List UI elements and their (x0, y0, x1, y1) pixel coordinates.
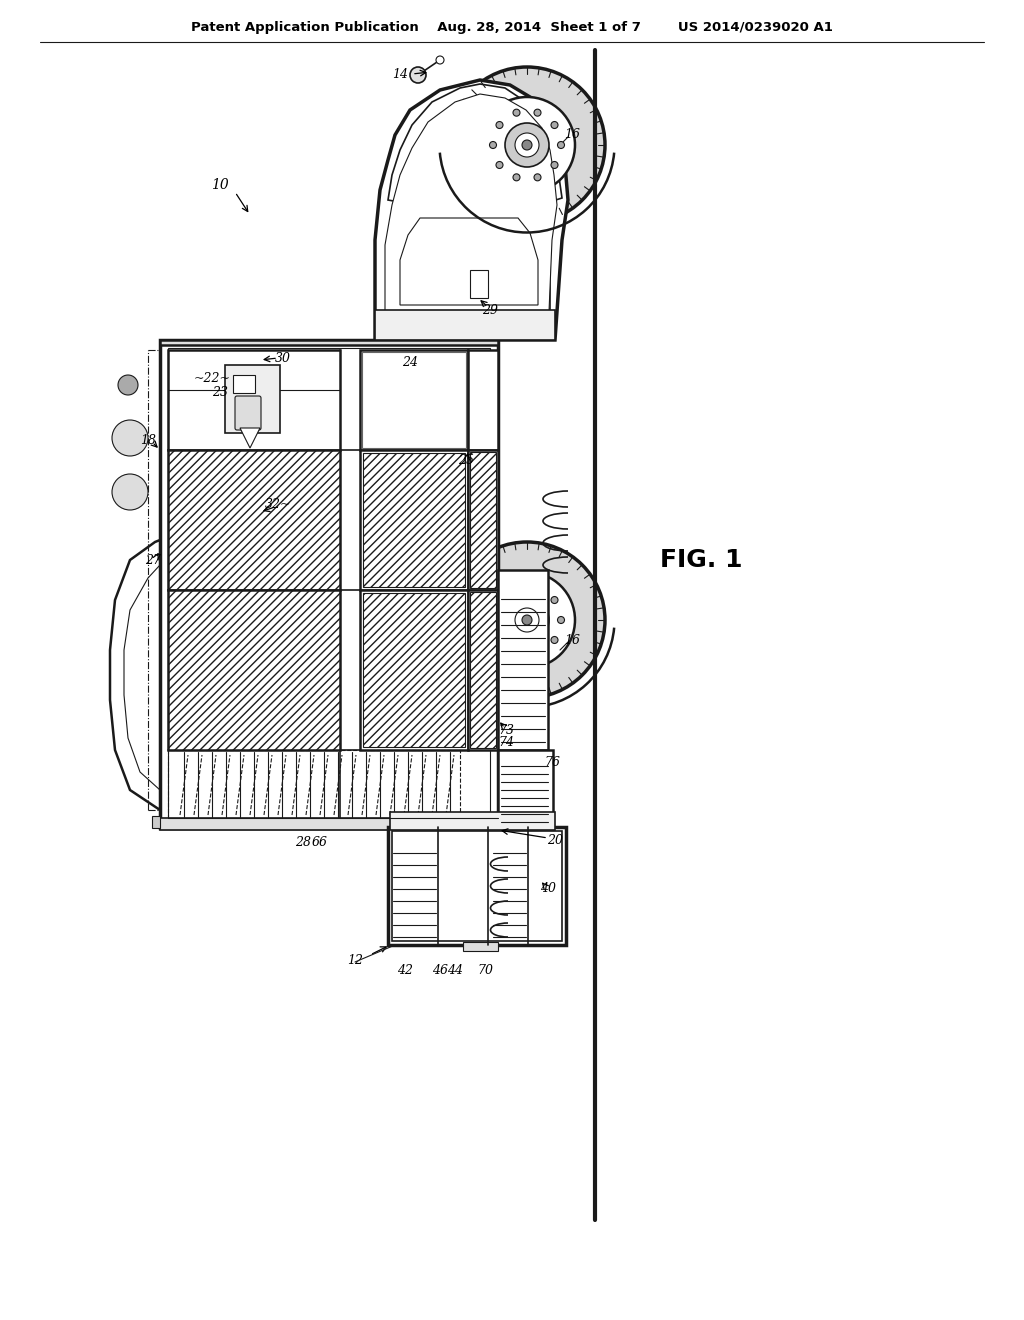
Circle shape (505, 123, 549, 168)
Text: 42: 42 (397, 964, 413, 977)
Polygon shape (390, 205, 550, 310)
Bar (468, 350, 498, 450)
Circle shape (513, 585, 520, 591)
Bar (168, 350, 340, 450)
Text: 12: 12 (347, 953, 362, 966)
Circle shape (534, 585, 541, 591)
Text: 32~: 32~ (265, 499, 291, 511)
Text: 24: 24 (402, 355, 418, 368)
Circle shape (557, 616, 564, 623)
Text: 20: 20 (547, 833, 563, 846)
Circle shape (522, 615, 532, 624)
Circle shape (522, 140, 532, 150)
Text: 18: 18 (140, 433, 156, 446)
Bar (360, 450, 468, 590)
Text: 30: 30 (275, 351, 291, 364)
Bar (360, 590, 468, 750)
Bar (470, 451, 496, 587)
Polygon shape (110, 540, 160, 810)
Text: 44: 44 (447, 964, 463, 977)
Bar (225, 366, 280, 433)
Circle shape (534, 649, 541, 656)
Bar (362, 453, 465, 587)
Circle shape (489, 141, 497, 149)
Circle shape (551, 161, 558, 169)
Circle shape (551, 121, 558, 128)
Text: 10: 10 (211, 178, 229, 191)
Text: 40: 40 (540, 882, 556, 895)
Circle shape (496, 121, 503, 128)
Circle shape (513, 110, 520, 116)
Polygon shape (385, 94, 557, 337)
Circle shape (112, 420, 148, 455)
Circle shape (489, 616, 497, 623)
Circle shape (513, 174, 520, 181)
Text: 76: 76 (544, 755, 560, 768)
Text: 14: 14 (392, 69, 408, 82)
Bar (375, 310, 555, 341)
Text: 23: 23 (212, 385, 228, 399)
Text: 74: 74 (498, 735, 514, 748)
Polygon shape (375, 81, 568, 341)
Bar (468, 590, 498, 750)
Bar (392, 832, 562, 941)
Circle shape (551, 636, 558, 643)
Text: 70: 70 (477, 964, 493, 977)
Circle shape (496, 597, 503, 603)
Circle shape (557, 141, 564, 149)
Bar (498, 750, 553, 830)
Text: ~22~: ~22~ (194, 371, 230, 384)
Text: 27: 27 (145, 553, 161, 566)
Text: 66: 66 (312, 836, 328, 849)
Bar (152, 816, 160, 828)
Text: FIG. 1: FIG. 1 (660, 548, 742, 572)
Bar (470, 271, 488, 298)
Circle shape (534, 110, 541, 116)
Text: 29: 29 (482, 304, 498, 317)
Bar (233, 375, 255, 393)
Bar (362, 352, 466, 447)
Text: 28: 28 (295, 836, 311, 849)
Circle shape (515, 609, 539, 632)
FancyBboxPatch shape (234, 396, 261, 430)
Polygon shape (388, 84, 562, 205)
Text: 25: 25 (458, 454, 474, 466)
Bar (160, 341, 498, 345)
Bar (160, 341, 498, 828)
Bar (498, 570, 548, 750)
Circle shape (515, 133, 539, 157)
Bar (168, 450, 340, 590)
Polygon shape (240, 428, 260, 447)
Text: 16: 16 (564, 634, 580, 647)
Bar (362, 593, 465, 747)
Circle shape (513, 649, 520, 656)
Bar (160, 818, 498, 830)
Circle shape (496, 161, 503, 169)
Text: Patent Application Publication    Aug. 28, 2014  Sheet 1 of 7        US 2014/023: Patent Application Publication Aug. 28, … (191, 21, 833, 33)
Circle shape (534, 174, 541, 181)
Text: 16: 16 (564, 128, 580, 141)
Circle shape (410, 67, 426, 83)
Circle shape (112, 474, 148, 510)
Circle shape (449, 67, 605, 223)
Text: 46: 46 (432, 964, 449, 977)
Circle shape (496, 636, 503, 643)
Bar (388, 828, 566, 945)
Text: 73: 73 (498, 723, 514, 737)
Bar (468, 450, 498, 590)
Bar (390, 812, 555, 830)
Circle shape (479, 572, 575, 668)
Bar (360, 350, 468, 450)
Circle shape (479, 96, 575, 193)
Circle shape (436, 55, 444, 63)
Bar (463, 942, 498, 950)
Circle shape (551, 597, 558, 603)
Circle shape (449, 543, 605, 698)
Circle shape (118, 375, 138, 395)
Bar (168, 590, 340, 750)
Bar (168, 348, 490, 820)
Bar (470, 591, 496, 748)
Circle shape (505, 598, 549, 642)
